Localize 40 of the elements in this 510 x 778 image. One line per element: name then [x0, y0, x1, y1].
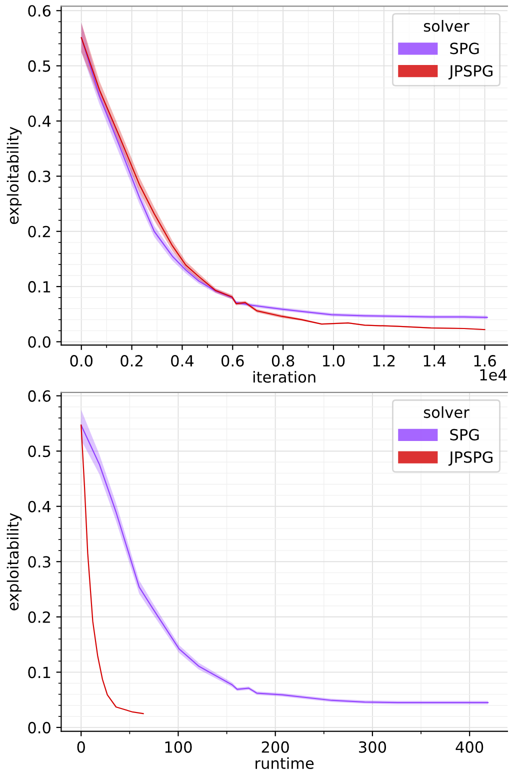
line-series [80, 424, 144, 714]
y-tick-label: 0.3 [28, 170, 50, 182]
y-tick-label: 0.0 [28, 722, 50, 734]
x-axis-title: runtime [256, 757, 314, 770]
y-tick-label: 0.5 [28, 446, 50, 458]
x-tick-label: 0.2 [120, 355, 142, 367]
legend-label: JPSPG [448, 451, 492, 466]
legend-title: solver [424, 406, 470, 418]
legend-title: solver [424, 20, 470, 32]
x-tick-label: 0.6 [222, 355, 244, 367]
x-tick-label: 200 [262, 741, 289, 753]
x-tick-label: 1.2 [373, 355, 395, 366]
y-tick-label: 0.5 [28, 60, 50, 72]
y-tick-label: 0.4 [28, 500, 51, 512]
text: 1e4 [480, 369, 507, 381]
x-tick-label: 0.4 [171, 355, 194, 367]
x-tick-label: 300 [359, 741, 386, 753]
y-tick-label: 0.4 [28, 115, 51, 128]
legend-label: SPG [450, 42, 479, 54]
x-tick-label: 0 [77, 741, 85, 753]
y-axis-title: exploitability [6, 513, 22, 610]
legend-label: JPSPG [448, 65, 492, 80]
x-tick-label: 100 [165, 741, 192, 753]
x-tick-label: 1.6 [474, 355, 496, 367]
y-tick-label: 0.6 [28, 390, 51, 402]
x-tick-label: 0.0 [70, 355, 93, 367]
y-tick-label: 0.1 [28, 281, 50, 293]
x-axis-title: iteration [253, 370, 316, 383]
y-tick-label: 0.1 [28, 666, 50, 678]
legend-label: SPG [450, 428, 479, 440]
x-tick-label: 1.0 [323, 355, 345, 367]
y-tick-label: 0.0 [28, 336, 50, 348]
y-tick-label: 0.6 [28, 5, 51, 17]
y-tick-label: 0.3 [28, 556, 50, 568]
x-tick-label: 0.8 [272, 355, 294, 367]
y-tick-label: 0.2 [28, 611, 50, 623]
x-tick-label: 400 [456, 741, 484, 753]
y-tick-label: 0.2 [28, 226, 50, 238]
x-tick-label: 1.4 [424, 355, 446, 366]
y-axis-title: exploitability [6, 126, 22, 224]
